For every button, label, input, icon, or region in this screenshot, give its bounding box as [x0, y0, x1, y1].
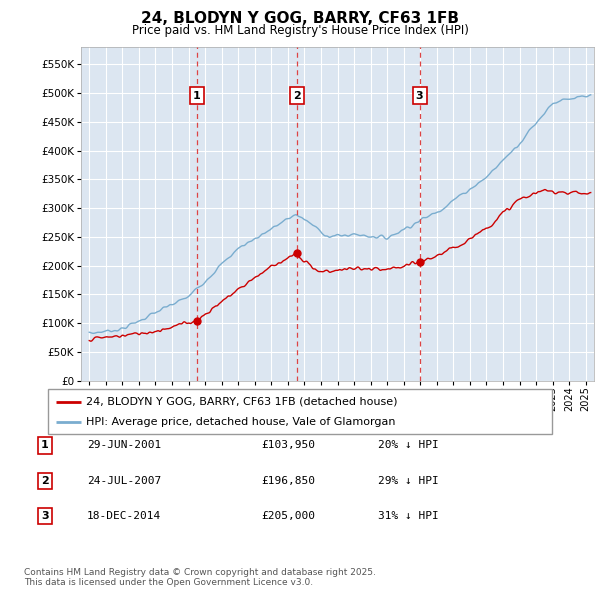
FancyBboxPatch shape	[48, 389, 552, 434]
Text: 20% ↓ HPI: 20% ↓ HPI	[378, 441, 439, 450]
Text: 2: 2	[293, 90, 301, 100]
Text: 31% ↓ HPI: 31% ↓ HPI	[378, 512, 439, 521]
Text: £205,000: £205,000	[261, 512, 315, 521]
Text: 1: 1	[41, 441, 49, 450]
Text: HPI: Average price, detached house, Vale of Glamorgan: HPI: Average price, detached house, Vale…	[86, 417, 395, 427]
Text: £103,950: £103,950	[261, 441, 315, 450]
Text: 29-JUN-2001: 29-JUN-2001	[87, 441, 161, 450]
Text: 18-DEC-2014: 18-DEC-2014	[87, 512, 161, 521]
Text: 24, BLODYN Y GOG, BARRY, CF63 1FB: 24, BLODYN Y GOG, BARRY, CF63 1FB	[141, 11, 459, 25]
Text: 24, BLODYN Y GOG, BARRY, CF63 1FB (detached house): 24, BLODYN Y GOG, BARRY, CF63 1FB (detac…	[86, 397, 397, 407]
Text: 3: 3	[41, 512, 49, 521]
Text: 29% ↓ HPI: 29% ↓ HPI	[378, 476, 439, 486]
Text: 3: 3	[416, 90, 424, 100]
Text: £196,850: £196,850	[261, 476, 315, 486]
Text: 2: 2	[41, 476, 49, 486]
Text: 24-JUL-2007: 24-JUL-2007	[87, 476, 161, 486]
Text: Contains HM Land Registry data © Crown copyright and database right 2025.
This d: Contains HM Land Registry data © Crown c…	[24, 568, 376, 587]
Text: 1: 1	[193, 90, 200, 100]
Text: Price paid vs. HM Land Registry's House Price Index (HPI): Price paid vs. HM Land Registry's House …	[131, 24, 469, 37]
